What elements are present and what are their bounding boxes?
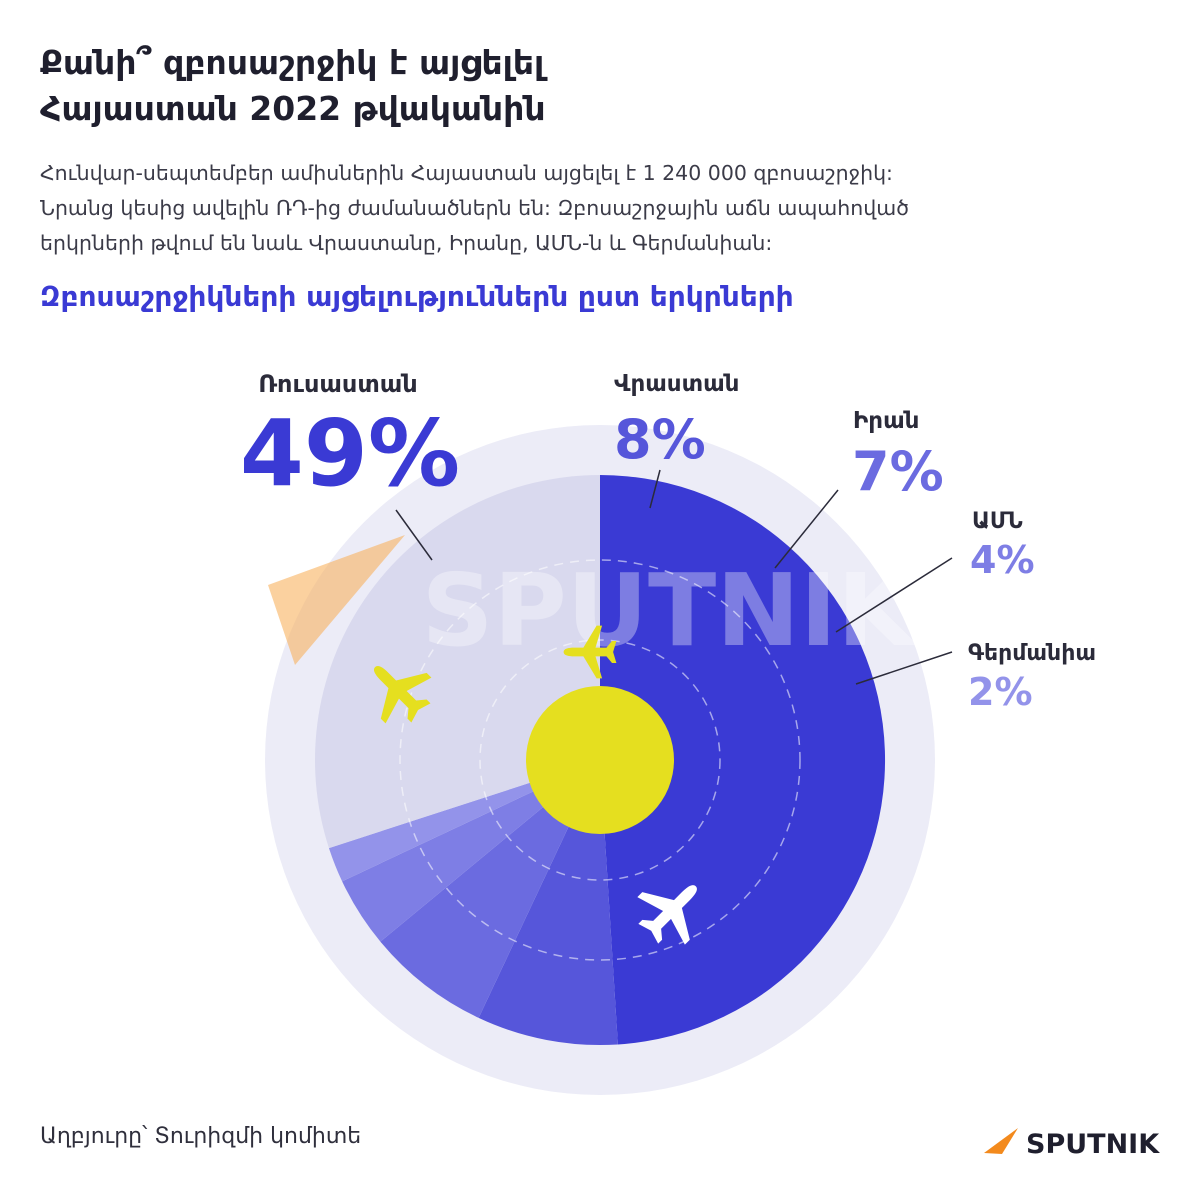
pie-slice <box>342 760 600 942</box>
sputnik-logo-arrow <box>984 1128 1018 1154</box>
leader-line <box>649 469 661 509</box>
title-line-2: Հայաստան 2022 թվականին <box>40 89 546 128</box>
orbit-ring <box>399 559 801 961</box>
leader-line <box>855 651 953 685</box>
title-line-1: Քանի՞ զբոսաշրջիկ է այցելել <box>40 43 545 82</box>
label-name: Գերմանիա <box>968 641 1096 666</box>
label-name: Ռուսաստան <box>258 370 417 398</box>
subtitle-line-1: Հունվար-սեպտեմբեր ամիսներին Հայաստան այց… <box>40 161 893 185</box>
orbit-rings <box>399 559 801 961</box>
orange-arrow-shape <box>268 535 405 665</box>
chart-title: Զբոսաշրջիկների այցելություններն ըստ երկր… <box>40 280 794 313</box>
sun-circle <box>526 686 674 834</box>
page-title: Քանի՞ զբոսաշրջիկ է այցելել Հայաստան 2022… <box>40 40 546 132</box>
label-name: Իրան <box>853 408 919 434</box>
leader-line <box>774 489 839 569</box>
pie-slice <box>380 760 600 1018</box>
label-name: ԱՄՆ <box>972 509 1023 534</box>
pie-slice <box>328 760 600 882</box>
sputnik-logo-text: SPUTNIK <box>1026 1129 1160 1160</box>
subtitle: Հունվար-սեպտեմբեր ամիսներին Հայաստան այց… <box>40 156 1160 261</box>
subtitle-line-3: երկրների թվում են նաև Վրաստանը, Իրանը, Ա… <box>40 231 773 255</box>
sputnik-logo: SPUTNIK <box>984 1128 1160 1160</box>
sputnik-watermark: SPUTNIK <box>421 552 918 669</box>
label-value: 49% <box>240 400 460 507</box>
label-value: 4% <box>970 538 1035 582</box>
subtitle-line-2: Նրանց կեսից ավելին ՌԴ-ից ժամանածներն են:… <box>40 196 909 220</box>
slice-labels: Ռուսաստան 49% Վրաստան 8% Իրան 7% ԱՄՆ 4% … <box>240 370 1096 714</box>
leader-line <box>835 557 953 633</box>
orbit-ring <box>479 639 721 881</box>
label-value: 7% <box>852 440 944 503</box>
label-value: 8% <box>614 408 706 471</box>
label-value: 2% <box>968 670 1033 714</box>
leader-line <box>395 509 433 561</box>
label-name: Վրաստան <box>614 371 739 397</box>
source-note: Աղբյուրը՝ Տուրիզմի կոմիտե <box>40 1124 362 1149</box>
